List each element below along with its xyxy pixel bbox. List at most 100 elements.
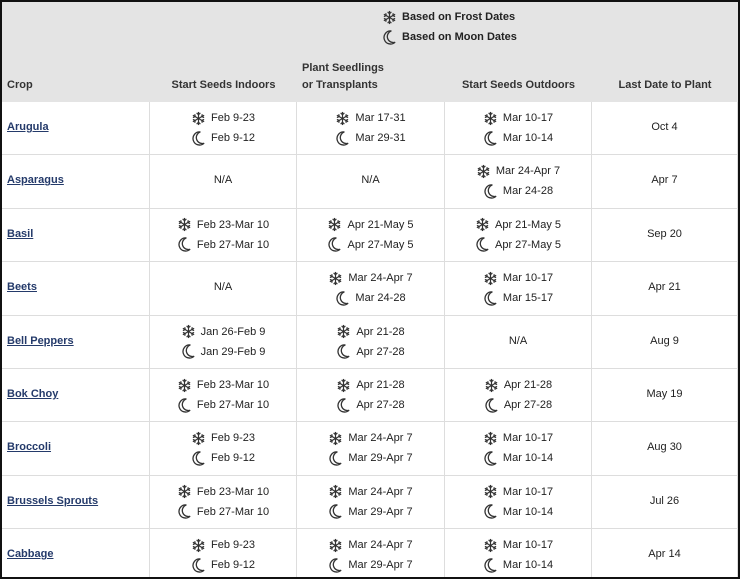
moon-date-text: Apr 27-May 5	[495, 239, 561, 251]
table-cell: May 19	[592, 369, 738, 422]
moon-date-text: Jan 29-Feb 9	[201, 346, 266, 358]
frost-date: Apr 21-28	[445, 376, 591, 394]
frost-date: Mar 24-Apr 7	[297, 483, 444, 501]
moon-date: Mar 10-14	[445, 449, 591, 467]
frost-date-text: Feb 9-23	[211, 432, 255, 444]
legend-moon: Based on Moon Dates	[382, 28, 542, 46]
crop-link[interactable]: Arugula	[7, 121, 49, 133]
last-date: Aug 30	[592, 441, 737, 453]
frost-icon	[335, 111, 350, 126]
frost-icon	[483, 271, 498, 286]
table-cell: Basil	[2, 209, 150, 262]
frost-icon	[483, 111, 498, 126]
frost-icon	[177, 484, 192, 499]
crop-link[interactable]: Basil	[7, 228, 33, 240]
moon-date-text: Mar 29-Apr 7	[348, 559, 412, 571]
frost-date: Apr 21-May 5	[445, 216, 591, 234]
frost-date-text: Mar 24-Apr 7	[348, 486, 412, 498]
last-date: Apr 21	[592, 281, 737, 293]
moon-date: Mar 29-Apr 7	[297, 556, 444, 574]
table-cell: Bok Choy	[2, 369, 150, 422]
moon-date: Mar 15-17	[445, 289, 591, 307]
frost-icon	[177, 378, 192, 393]
frost-date: Feb 23-Mar 10	[150, 483, 296, 501]
frost-date-text: Mar 17-31	[355, 112, 405, 124]
legend: Based on Frost Dates Based on Moon Dates	[382, 8, 542, 48]
frost-date: Apr 21-28	[297, 323, 444, 341]
moon-icon	[483, 451, 498, 466]
moon-icon	[483, 504, 498, 519]
table-cell: Broccoli	[2, 422, 150, 475]
table-cell: Oct 4	[592, 102, 738, 155]
frost-date: Mar 24-Apr 7	[297, 536, 444, 554]
moon-date: Jan 29-Feb 9	[150, 343, 296, 361]
table-cell: N/A	[445, 316, 592, 369]
frost-icon	[191, 111, 206, 126]
table-cell: Mar 10-17 Mar 10-14	[445, 476, 592, 529]
moon-date-text: Mar 24-28	[355, 292, 405, 304]
moon-date-text: Mar 10-14	[503, 452, 553, 464]
table-cell: Jan 26-Feb 9Jan 29-Feb 9	[150, 316, 297, 369]
table-cell: Mar 10-17 Mar 15-17	[445, 262, 592, 315]
crop-link[interactable]: Bell Peppers	[7, 335, 74, 347]
moon-date: Feb 9-12	[150, 129, 296, 147]
crop-link[interactable]: Bok Choy	[7, 388, 58, 400]
legend-frost-text: Based on Frost Dates	[402, 11, 515, 23]
table-cell: Feb 9-23Feb 9-12	[150, 529, 297, 579]
moon-icon	[336, 398, 351, 413]
moon-date: Apr 27-May 5	[445, 236, 591, 254]
moon-date-text: Mar 29-31	[355, 132, 405, 144]
table-cell: Mar 24-Apr 7 Mar 29-Apr 7	[297, 529, 445, 579]
frost-icon	[484, 378, 499, 393]
moon-date-text: Mar 10-14	[503, 506, 553, 518]
table-cell: Mar 10-17Mar 10-14	[445, 422, 592, 475]
table-cell: Mar 24-Apr 7Mar 24-28	[297, 262, 445, 315]
moon-date: Apr 27-28	[297, 343, 444, 361]
last-date: Sep 20	[592, 228, 737, 240]
moon-date: Mar 10-14	[445, 556, 591, 574]
crop-link[interactable]: Cabbage	[7, 548, 53, 560]
frost-date: Mar 10-17	[445, 269, 591, 287]
header-transplant: or Transplants	[302, 79, 378, 91]
moon-icon	[483, 184, 498, 199]
moon-date: Feb 9-12	[150, 449, 296, 467]
legend-frost: Based on Frost Dates	[382, 8, 542, 26]
frost-icon	[476, 164, 491, 179]
table-cell: Sep 20	[592, 209, 738, 262]
frost-icon	[191, 431, 206, 446]
crop-link[interactable]: Brussels Sprouts	[7, 495, 98, 507]
moon-date: Mar 10-14	[445, 129, 591, 147]
table-cell: Apr 21-May 5 Apr 27-May 5	[445, 209, 592, 262]
moon-date: Feb 27-Mar 10	[150, 236, 296, 254]
header-outdoors: Start Seeds Outdoors	[445, 79, 592, 91]
moon-date: Feb 27-Mar 10	[150, 503, 296, 521]
frost-date: Mar 24-Apr 7	[445, 162, 591, 180]
frost-date-text: Apr 21-May 5	[347, 219, 413, 231]
crop-link[interactable]: Broccoli	[7, 441, 51, 453]
table-cell: Apr 21-28 Apr 27-28	[297, 316, 445, 369]
header-indoors: Start Seeds Indoors	[150, 79, 297, 91]
moon-date-text: Feb 27-Mar 10	[197, 399, 269, 411]
moon-icon	[177, 398, 192, 413]
table-cell: Aug 9	[592, 316, 738, 369]
moon-icon	[483, 291, 498, 306]
frost-date-text: Mar 24-Apr 7	[496, 165, 560, 177]
frost-date-text: Mar 10-17	[503, 486, 553, 498]
last-date: Apr 14	[592, 548, 737, 560]
moon-icon	[328, 451, 343, 466]
moon-date-text: Apr 27-28	[504, 399, 552, 411]
crop-link[interactable]: Asparagus	[7, 174, 64, 186]
frost-icon	[483, 484, 498, 499]
frost-date-text: Feb 23-Mar 10	[197, 219, 269, 231]
moon-icon	[335, 131, 350, 146]
moon-date-text: Feb 27-Mar 10	[197, 239, 269, 251]
table-cell: Apr 7	[592, 155, 738, 208]
moon-date: Feb 9-12	[150, 556, 296, 574]
moon-date-text: Apr 27-28	[356, 399, 404, 411]
frost-icon	[336, 324, 351, 339]
crop-link[interactable]: Beets	[7, 281, 37, 293]
moon-icon	[483, 558, 498, 573]
table-cell: Mar 24-Apr 7Mar 29-Apr 7	[297, 476, 445, 529]
table-cell: Beets	[2, 262, 150, 315]
frost-icon	[475, 217, 490, 232]
